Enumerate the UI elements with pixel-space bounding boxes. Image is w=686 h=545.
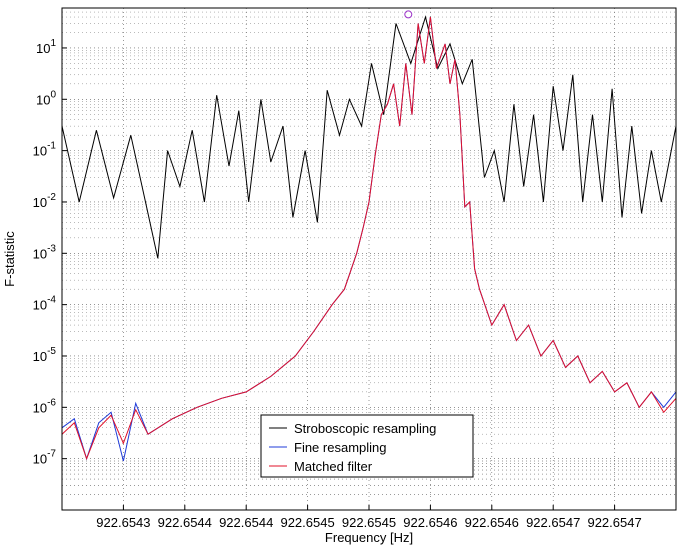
x-tick-label: 922.6547 bbox=[587, 515, 641, 530]
x-tick-label: 922.6545 bbox=[342, 515, 396, 530]
y-axis-label: F-statistic bbox=[2, 231, 17, 287]
peak-marker-circle bbox=[404, 10, 413, 19]
x-axis-label: Frequency [Hz] bbox=[325, 530, 413, 545]
y-tick-label: 10-6 bbox=[33, 397, 57, 415]
y-tick-label: 100 bbox=[36, 89, 56, 107]
x-tick-label: 922.6543 bbox=[96, 515, 150, 530]
legend: Stroboscopic resampling Fine resampling Ma… bbox=[260, 414, 474, 478]
x-tick-label: 922.6546 bbox=[403, 515, 457, 530]
legend-box bbox=[260, 414, 474, 478]
x-tick-label: 922.6547 bbox=[526, 515, 580, 530]
series-line-0 bbox=[61, 15, 677, 259]
peak-marker bbox=[404, 10, 413, 19]
y-tick-label: 10-4 bbox=[33, 295, 57, 313]
series-group bbox=[61, 15, 677, 462]
x-tick-labels: 922.6543 922.6544 922.6544 922.6545 922.6545… bbox=[96, 515, 641, 530]
x-tick-label: 922.6545 bbox=[280, 515, 334, 530]
y-tick-label: 10-3 bbox=[33, 243, 57, 261]
legend-label: Fine resampling bbox=[294, 440, 387, 455]
legend-label: Stroboscopic resampling bbox=[294, 421, 436, 436]
x-tick-label: 922.6544 bbox=[158, 515, 212, 530]
y-tick-label: 101 bbox=[36, 38, 56, 56]
grid-lines bbox=[62, 7, 676, 511]
legend-label: Matched filter bbox=[294, 459, 373, 474]
y-tick-label: 10-5 bbox=[33, 346, 57, 364]
x-tick-label: 922.6546 bbox=[465, 515, 519, 530]
y-tick-label: 10-2 bbox=[33, 192, 57, 210]
y-tick-label: 10-7 bbox=[33, 449, 57, 467]
y-tick-label: 10-1 bbox=[33, 141, 57, 159]
series-line-2 bbox=[61, 16, 677, 461]
plot-frame bbox=[61, 7, 677, 511]
x-tick-label: 922.6544 bbox=[219, 515, 273, 530]
y-tick-labels: 101 100 10-1 10-2 10-3 10-4 10-5 10-6 10-7 bbox=[33, 38, 57, 467]
